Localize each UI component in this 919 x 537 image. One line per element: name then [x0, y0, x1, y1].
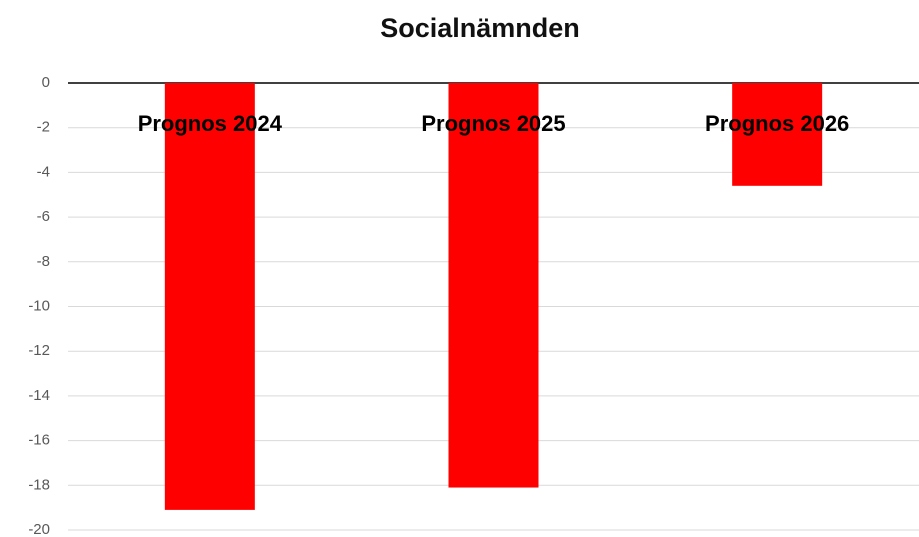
bar: [448, 83, 539, 488]
bar: [732, 83, 823, 186]
x-tick-label: Prognos 2025: [421, 111, 565, 136]
y-tick-label: -2: [37, 119, 50, 136]
y-tick-label: -6: [37, 208, 50, 225]
y-tick-label: 0: [42, 74, 50, 91]
y-tick-label: -18: [28, 476, 50, 493]
y-tick-label: -10: [28, 297, 50, 314]
y-tick-label: -4: [37, 163, 50, 180]
y-tick-label: -12: [28, 342, 50, 359]
x-tick-label: Prognos 2024: [138, 111, 283, 136]
y-tick-label: -20: [28, 521, 50, 537]
chart-title: Socialnämnden: [380, 13, 580, 43]
y-tick-label: -14: [28, 387, 50, 404]
y-tick-label: -8: [37, 253, 50, 270]
bar: [164, 83, 255, 510]
y-tick-label: -16: [28, 432, 50, 449]
x-tick-label: Prognos 2026: [705, 111, 849, 136]
